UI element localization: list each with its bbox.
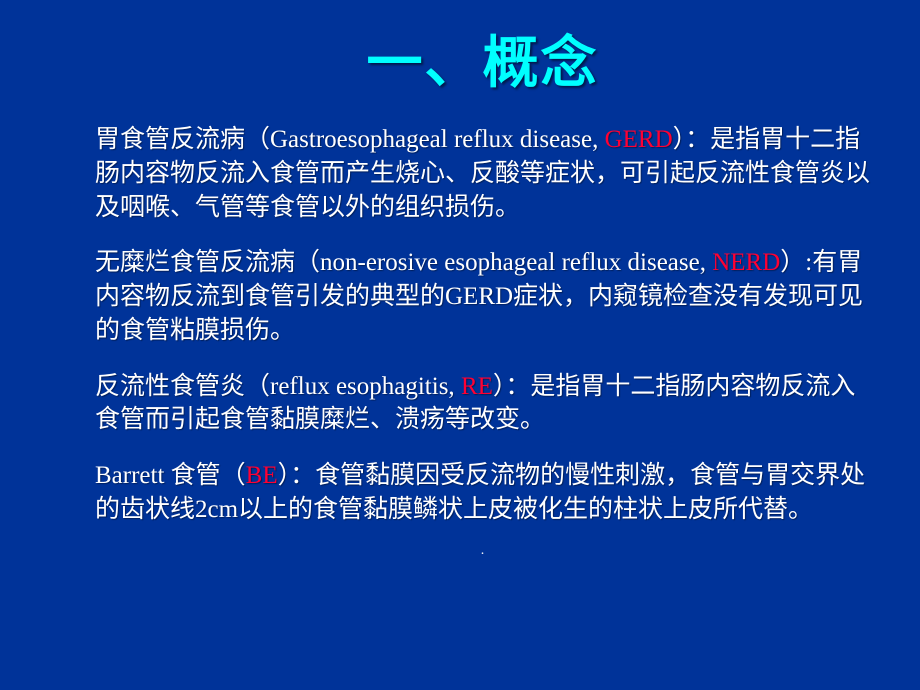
abbr-gerd: GERD [605, 126, 673, 153]
slide-title: 一、概念 [95, 18, 870, 99]
para-text-pre: 反流性食管炎（reflux esophagitis, [95, 373, 461, 400]
footer-dot: . [95, 543, 870, 559]
abbr-re: RE [461, 373, 493, 400]
paragraph-be: Barrett 食管（BE）：食管黏膜因受反流物的慢性刺激，食管与胃交界处的齿状… [95, 459, 870, 527]
paragraph-re: 反流性食管炎（reflux esophagitis, RE）：是指胃十二指肠内容… [95, 370, 870, 438]
slide: 一、概念 胃食管反流病（Gastroesophageal reflux dise… [0, 0, 920, 690]
abbr-be: BE [246, 462, 278, 489]
paragraph-nerd: 无糜烂食管反流病（non-erosive esophageal reflux d… [95, 246, 870, 347]
para-text-pre: Barrett 食管（ [95, 462, 246, 489]
para-text-pre: 胃食管反流病（Gastroesophageal reflux disease, [95, 126, 605, 153]
para-text-pre: 无糜烂食管反流病（non-erosive esophageal reflux d… [95, 249, 712, 276]
paragraph-gerd: 胃食管反流病（Gastroesophageal reflux disease, … [95, 123, 870, 224]
abbr-nerd: NERD [712, 249, 780, 276]
